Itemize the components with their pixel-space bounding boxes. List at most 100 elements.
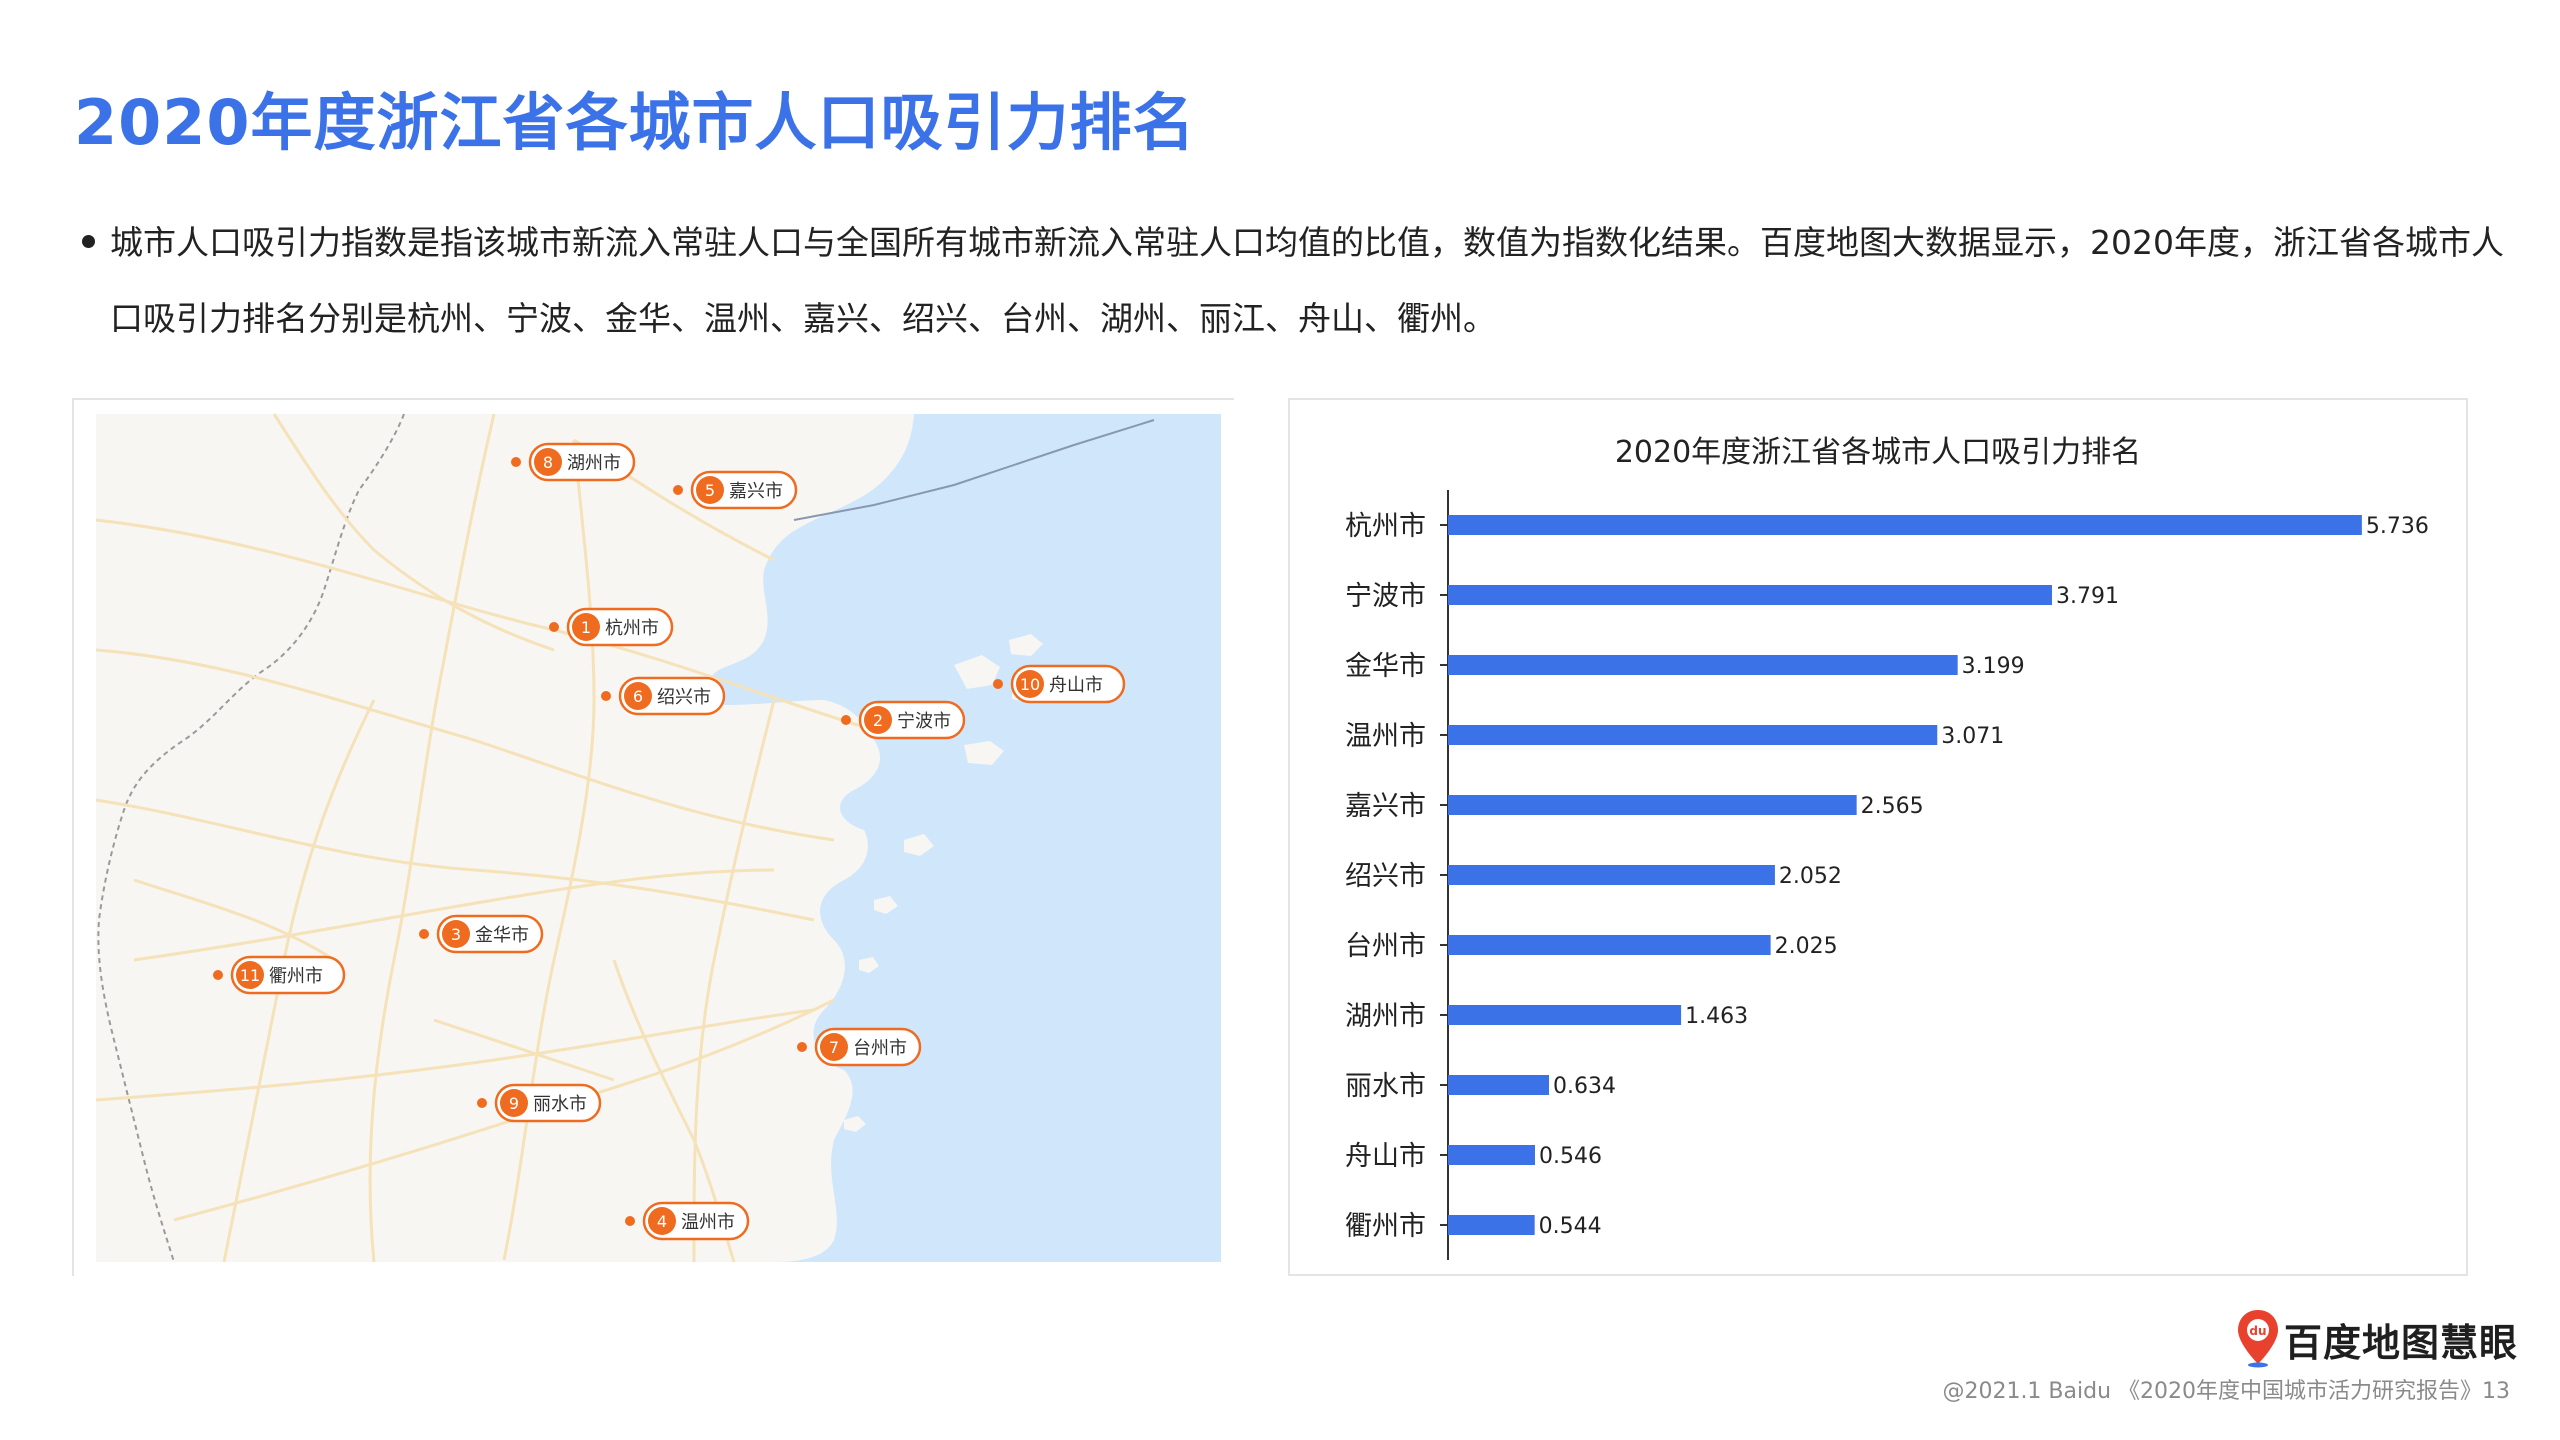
- city-marker[interactable]: 6 绍兴市: [601, 676, 726, 716]
- city-name: 金华市: [475, 925, 529, 946]
- bar-10: [1448, 1145, 1535, 1165]
- city-name: 绍兴市: [657, 687, 711, 708]
- map-island: [1009, 634, 1043, 656]
- map-island: [874, 896, 898, 914]
- category-label: 杭州市: [1345, 511, 1426, 542]
- value-label: 3.199: [1962, 654, 2025, 679]
- map-island: [904, 834, 934, 856]
- chart-title: 2020年度浙江省各城市人口吸引力排名: [1615, 435, 2141, 470]
- city-dot: [993, 679, 1003, 689]
- city-name: 杭州市: [605, 618, 659, 639]
- city-marker[interactable]: 3 金华市: [419, 914, 544, 954]
- rank-badge: [236, 961, 264, 989]
- bar-2: [1448, 585, 2052, 605]
- rank-number: 1: [581, 618, 591, 637]
- city-dot: [213, 970, 223, 980]
- map-island: [844, 1116, 866, 1132]
- city-dot: [673, 485, 683, 495]
- value-label: 3.791: [2056, 584, 2119, 609]
- value-label: 5.736: [2366, 514, 2429, 539]
- city-marker[interactable]: 1 杭州市: [549, 607, 674, 647]
- footer-credit: @2021.1 Baidu 《2020年度中国城市活力研究报告》13: [1942, 1379, 2510, 1404]
- city-marker[interactable]: 11 衢州市: [213, 955, 346, 995]
- city-marker[interactable]: 2 宁波市: [841, 700, 966, 740]
- city-name: 宁波市: [897, 711, 951, 732]
- category-label: 宁波市: [1345, 581, 1426, 612]
- rank-badge: [864, 706, 892, 734]
- bar-3: [1448, 655, 1958, 675]
- map-pin-icon: du: [2238, 1310, 2278, 1368]
- rank-badge: [1016, 670, 1044, 698]
- rank-badge: [500, 1089, 528, 1117]
- rank-number: 9: [509, 1094, 519, 1113]
- rank-badge: [572, 613, 600, 641]
- city-dot: [797, 1042, 807, 1052]
- rank-badge: [624, 682, 652, 710]
- city-marker[interactable]: 8 湖州市: [511, 442, 636, 482]
- city-name: 嘉兴市: [729, 481, 783, 502]
- rank-number: 6: [633, 687, 643, 706]
- bar-6: [1448, 865, 1775, 885]
- city-dot: [511, 457, 521, 467]
- zhejiang-map: 8 湖州市 5 嘉兴市 1 杭州市 6 绍兴市 10 舟山市 2 宁波市 3 金华市 11 衢州市 7 台州市 9 丽…: [74, 400, 1234, 1276]
- logo-badge: du: [2249, 1324, 2266, 1338]
- city-dot: [477, 1098, 487, 1108]
- value-label: 2.565: [1861, 794, 1924, 819]
- chart-panel: 2020年度浙江省各城市人口吸引力排名 杭州市 5.736 宁波市 3.791 金华市 3…: [1288, 398, 2468, 1276]
- map-island: [964, 741, 1004, 765]
- city-marker[interactable]: 7 台州市: [797, 1027, 922, 1067]
- rank-number: 4: [657, 1212, 667, 1231]
- rank-number: 3: [451, 925, 461, 944]
- city-name: 温州市: [681, 1212, 735, 1233]
- rank-badge: [442, 920, 470, 948]
- category-label: 金华市: [1345, 651, 1426, 682]
- rank-number: 5: [705, 481, 715, 500]
- city-dot: [601, 691, 611, 701]
- value-label: 2.052: [1779, 864, 1842, 889]
- city-name: 台州市: [853, 1038, 907, 1059]
- value-label: 1.463: [1685, 1004, 1748, 1029]
- city-dot: [625, 1216, 635, 1226]
- city-marker[interactable]: 9 丽水市: [477, 1083, 602, 1123]
- value-label: 3.071: [1941, 724, 2004, 749]
- city-dot: [549, 622, 559, 632]
- city-dot: [419, 929, 429, 939]
- bar-5: [1448, 795, 1857, 815]
- bar-7: [1448, 935, 1771, 955]
- category-label: 衢州市: [1345, 1211, 1426, 1242]
- category-label: 湖州市: [1345, 1001, 1426, 1032]
- bar-9: [1448, 1075, 1550, 1095]
- rank-number: 2: [873, 711, 883, 730]
- value-label: 2.025: [1775, 934, 1838, 959]
- rank-number: 8: [543, 453, 553, 472]
- rank-badge: [648, 1207, 676, 1235]
- category-label: 温州市: [1345, 721, 1426, 752]
- rank-badge: [696, 476, 724, 504]
- sea-boundary: [793, 419, 1155, 521]
- rank-number: 11: [240, 966, 260, 985]
- logo-text: 百度地图慧眼: [2284, 1321, 2519, 1365]
- map-panel: 8 湖州市 5 嘉兴市 1 杭州市 6 绍兴市 10 舟山市 2 宁波市 3 金华市 11 衢州市 7 台州市 9 丽…: [72, 398, 1234, 1276]
- city-dot: [841, 715, 851, 725]
- category-label: 舟山市: [1345, 1141, 1426, 1172]
- city-marker[interactable]: 5 嘉兴市: [673, 470, 798, 510]
- category-label: 嘉兴市: [1345, 791, 1426, 822]
- page-title: 2020年度浙江省各城市人口吸引力排名: [74, 86, 1196, 159]
- city-name: 丽水市: [533, 1094, 587, 1115]
- bar-8: [1448, 1005, 1682, 1025]
- value-label: 0.546: [1539, 1144, 1602, 1169]
- bullet-dot: [82, 235, 95, 248]
- category-label: 丽水市: [1345, 1071, 1426, 1102]
- value-label: 0.634: [1553, 1074, 1616, 1099]
- city-marker[interactable]: 4 温州市: [625, 1201, 750, 1241]
- rank-badge: [820, 1033, 848, 1061]
- description-text: 城市人口吸引力指数是指该城市新流入常驻人口与全国所有城市新流入常驻人口均值的比值…: [110, 223, 2504, 338]
- category-label: 绍兴市: [1345, 861, 1426, 892]
- description: 城市人口吸引力指数是指该城市新流入常驻人口与全国所有城市新流入常驻人口均值的比值…: [82, 205, 2504, 357]
- city-marker[interactable]: 10 舟山市: [993, 664, 1126, 704]
- footer-logo: du 百度地图慧眼: [2236, 1308, 2517, 1368]
- bar-11: [1448, 1215, 1535, 1235]
- map-island: [859, 957, 879, 973]
- rank-number: 10: [1020, 675, 1040, 694]
- map-island: [954, 655, 1000, 689]
